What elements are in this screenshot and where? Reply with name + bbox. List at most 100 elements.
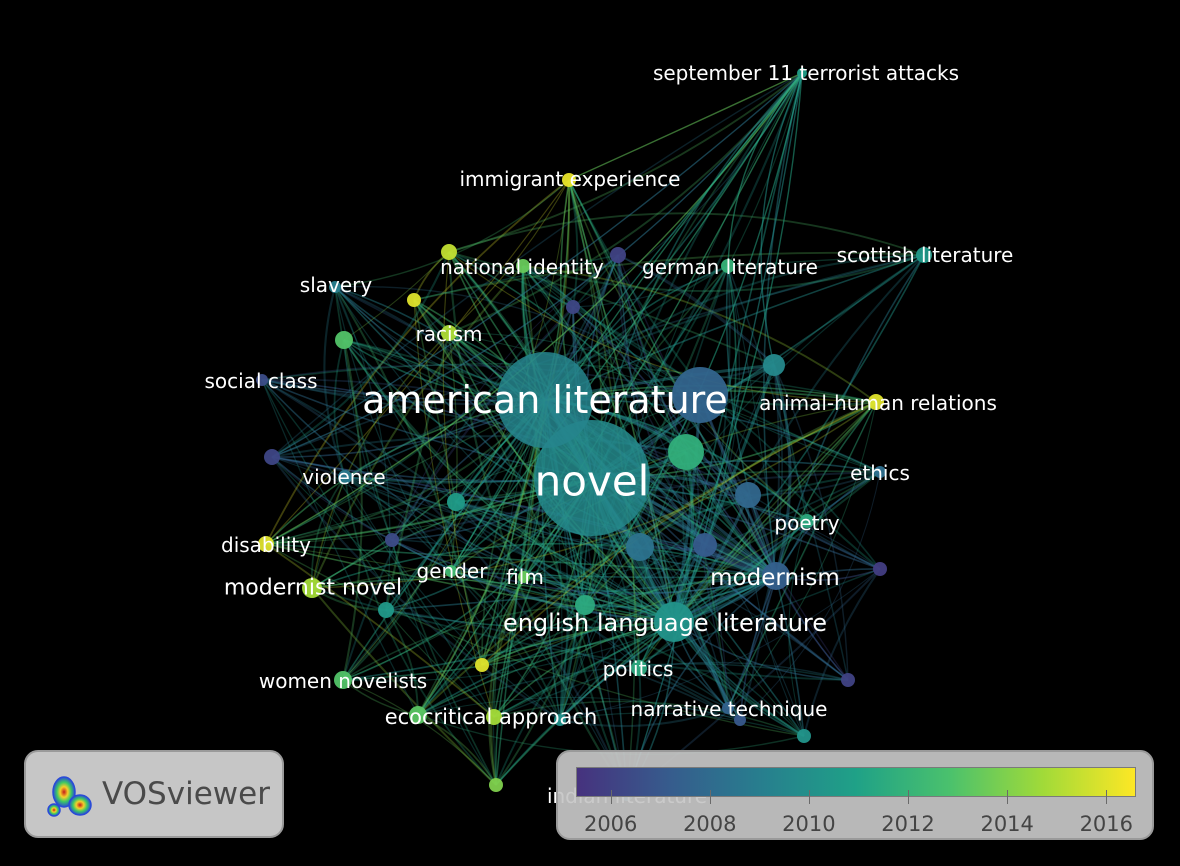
link bbox=[584, 265, 729, 606]
node-gender[interactable] bbox=[445, 565, 457, 577]
node[interactable] bbox=[489, 778, 503, 792]
node[interactable] bbox=[335, 331, 353, 349]
node-novel[interactable] bbox=[534, 420, 650, 536]
link bbox=[727, 401, 877, 709]
link bbox=[342, 575, 777, 682]
node[interactable] bbox=[575, 595, 595, 615]
link bbox=[271, 456, 640, 669]
node-film[interactable] bbox=[518, 571, 530, 583]
link bbox=[311, 476, 346, 589]
label-english-language-literature[interactable]: english language literature bbox=[503, 609, 827, 637]
node[interactable] bbox=[841, 673, 855, 687]
label-german-literature[interactable]: german literature bbox=[642, 255, 818, 279]
label-immigrant-experience[interactable]: immigrant experience bbox=[460, 167, 681, 191]
link bbox=[344, 476, 675, 623]
link bbox=[559, 705, 741, 721]
node-scottish-literature[interactable] bbox=[916, 247, 932, 263]
node-disability[interactable] bbox=[258, 536, 274, 552]
node-german-literature[interactable] bbox=[721, 259, 735, 273]
node[interactable] bbox=[626, 533, 654, 561]
label-national-identity[interactable]: national identity bbox=[440, 255, 604, 279]
node[interactable] bbox=[447, 493, 465, 511]
link bbox=[727, 265, 777, 577]
label-poetry[interactable]: poetry bbox=[774, 511, 839, 535]
link bbox=[450, 401, 877, 572]
label-narrative-technique[interactable]: narrative technique bbox=[631, 697, 828, 721]
node-american-literature[interactable] bbox=[497, 352, 593, 448]
node[interactable] bbox=[735, 482, 761, 508]
link bbox=[568, 179, 777, 577]
label-ecocritical-approach[interactable]: ecocritical approach bbox=[385, 705, 598, 729]
node-politics[interactable] bbox=[631, 660, 647, 676]
node[interactable] bbox=[385, 533, 399, 547]
node-national-identity[interactable] bbox=[516, 259, 530, 273]
node[interactable] bbox=[873, 562, 887, 576]
node-women-novelists[interactable] bbox=[334, 671, 352, 689]
link bbox=[775, 575, 805, 737]
node[interactable] bbox=[610, 247, 626, 263]
link bbox=[344, 476, 628, 796]
node[interactable] bbox=[763, 354, 785, 376]
link bbox=[334, 286, 675, 623]
label-scottish-literature[interactable]: scottish literature bbox=[837, 243, 1014, 267]
label-social-class[interactable]: social class bbox=[204, 369, 317, 393]
node[interactable] bbox=[797, 729, 811, 743]
node-september-11-terrorist-attacks[interactable] bbox=[797, 68, 807, 78]
node-poetry[interactable] bbox=[800, 514, 814, 528]
node-racism[interactable] bbox=[441, 325, 457, 341]
node[interactable] bbox=[407, 293, 421, 307]
label-ethics[interactable]: ethics bbox=[850, 461, 910, 485]
node-animal-human-relations[interactable] bbox=[868, 394, 884, 410]
label-politics[interactable]: politics bbox=[603, 657, 674, 681]
node[interactable] bbox=[441, 244, 457, 260]
label-modernist-novel[interactable]: modernist novel bbox=[224, 576, 402, 601]
label-american-literature[interactable]: american literature bbox=[362, 378, 728, 422]
node[interactable] bbox=[554, 714, 566, 726]
node-violence[interactable] bbox=[338, 470, 352, 484]
link bbox=[271, 72, 803, 458]
node[interactable] bbox=[486, 709, 502, 725]
label-animal-human-relations[interactable]: animal-human relations bbox=[759, 391, 997, 415]
label-gender[interactable]: gender bbox=[417, 559, 489, 583]
link bbox=[271, 72, 803, 458]
node[interactable] bbox=[734, 714, 746, 726]
node[interactable] bbox=[693, 533, 717, 557]
label-disability[interactable]: disability bbox=[221, 533, 311, 557]
node-modernism[interactable] bbox=[762, 562, 790, 590]
node-english-language-literature[interactable] bbox=[654, 602, 694, 642]
node[interactable] bbox=[264, 449, 280, 465]
node[interactable] bbox=[672, 367, 728, 423]
node[interactable] bbox=[378, 602, 394, 618]
node-narrative-technique[interactable] bbox=[722, 702, 734, 714]
link bbox=[788, 520, 808, 737]
link bbox=[617, 254, 675, 623]
node-slavery[interactable] bbox=[329, 281, 341, 293]
label-film[interactable]: film bbox=[506, 565, 544, 589]
link bbox=[522, 265, 805, 737]
node[interactable] bbox=[475, 658, 489, 672]
node-ethics[interactable] bbox=[874, 466, 886, 478]
node-social-class[interactable] bbox=[256, 374, 268, 386]
node-modernist-novel[interactable] bbox=[302, 578, 322, 598]
link bbox=[450, 570, 777, 579]
label-september-11-terrorist-attacks[interactable]: september 11 terrorist attacks bbox=[653, 61, 959, 85]
node-ecocritical-approach[interactable] bbox=[409, 706, 427, 724]
label-slavery[interactable]: slavery bbox=[300, 273, 373, 297]
link bbox=[342, 679, 497, 786]
link bbox=[681, 451, 729, 709]
link bbox=[417, 696, 741, 721]
link bbox=[455, 501, 777, 577]
label-violence[interactable]: violence bbox=[302, 465, 385, 489]
link bbox=[311, 401, 877, 589]
label-racism[interactable]: racism bbox=[416, 322, 483, 346]
node-immigrant-experience[interactable] bbox=[562, 173, 576, 187]
label-novel[interactable]: novel bbox=[535, 457, 650, 506]
node[interactable] bbox=[668, 434, 704, 470]
link bbox=[559, 604, 586, 721]
label-women-novelists[interactable]: women novelists bbox=[259, 669, 427, 693]
link bbox=[334, 286, 484, 666]
label-modernism[interactable]: modernism bbox=[710, 565, 840, 591]
node[interactable] bbox=[566, 300, 580, 314]
link bbox=[521, 265, 628, 796]
